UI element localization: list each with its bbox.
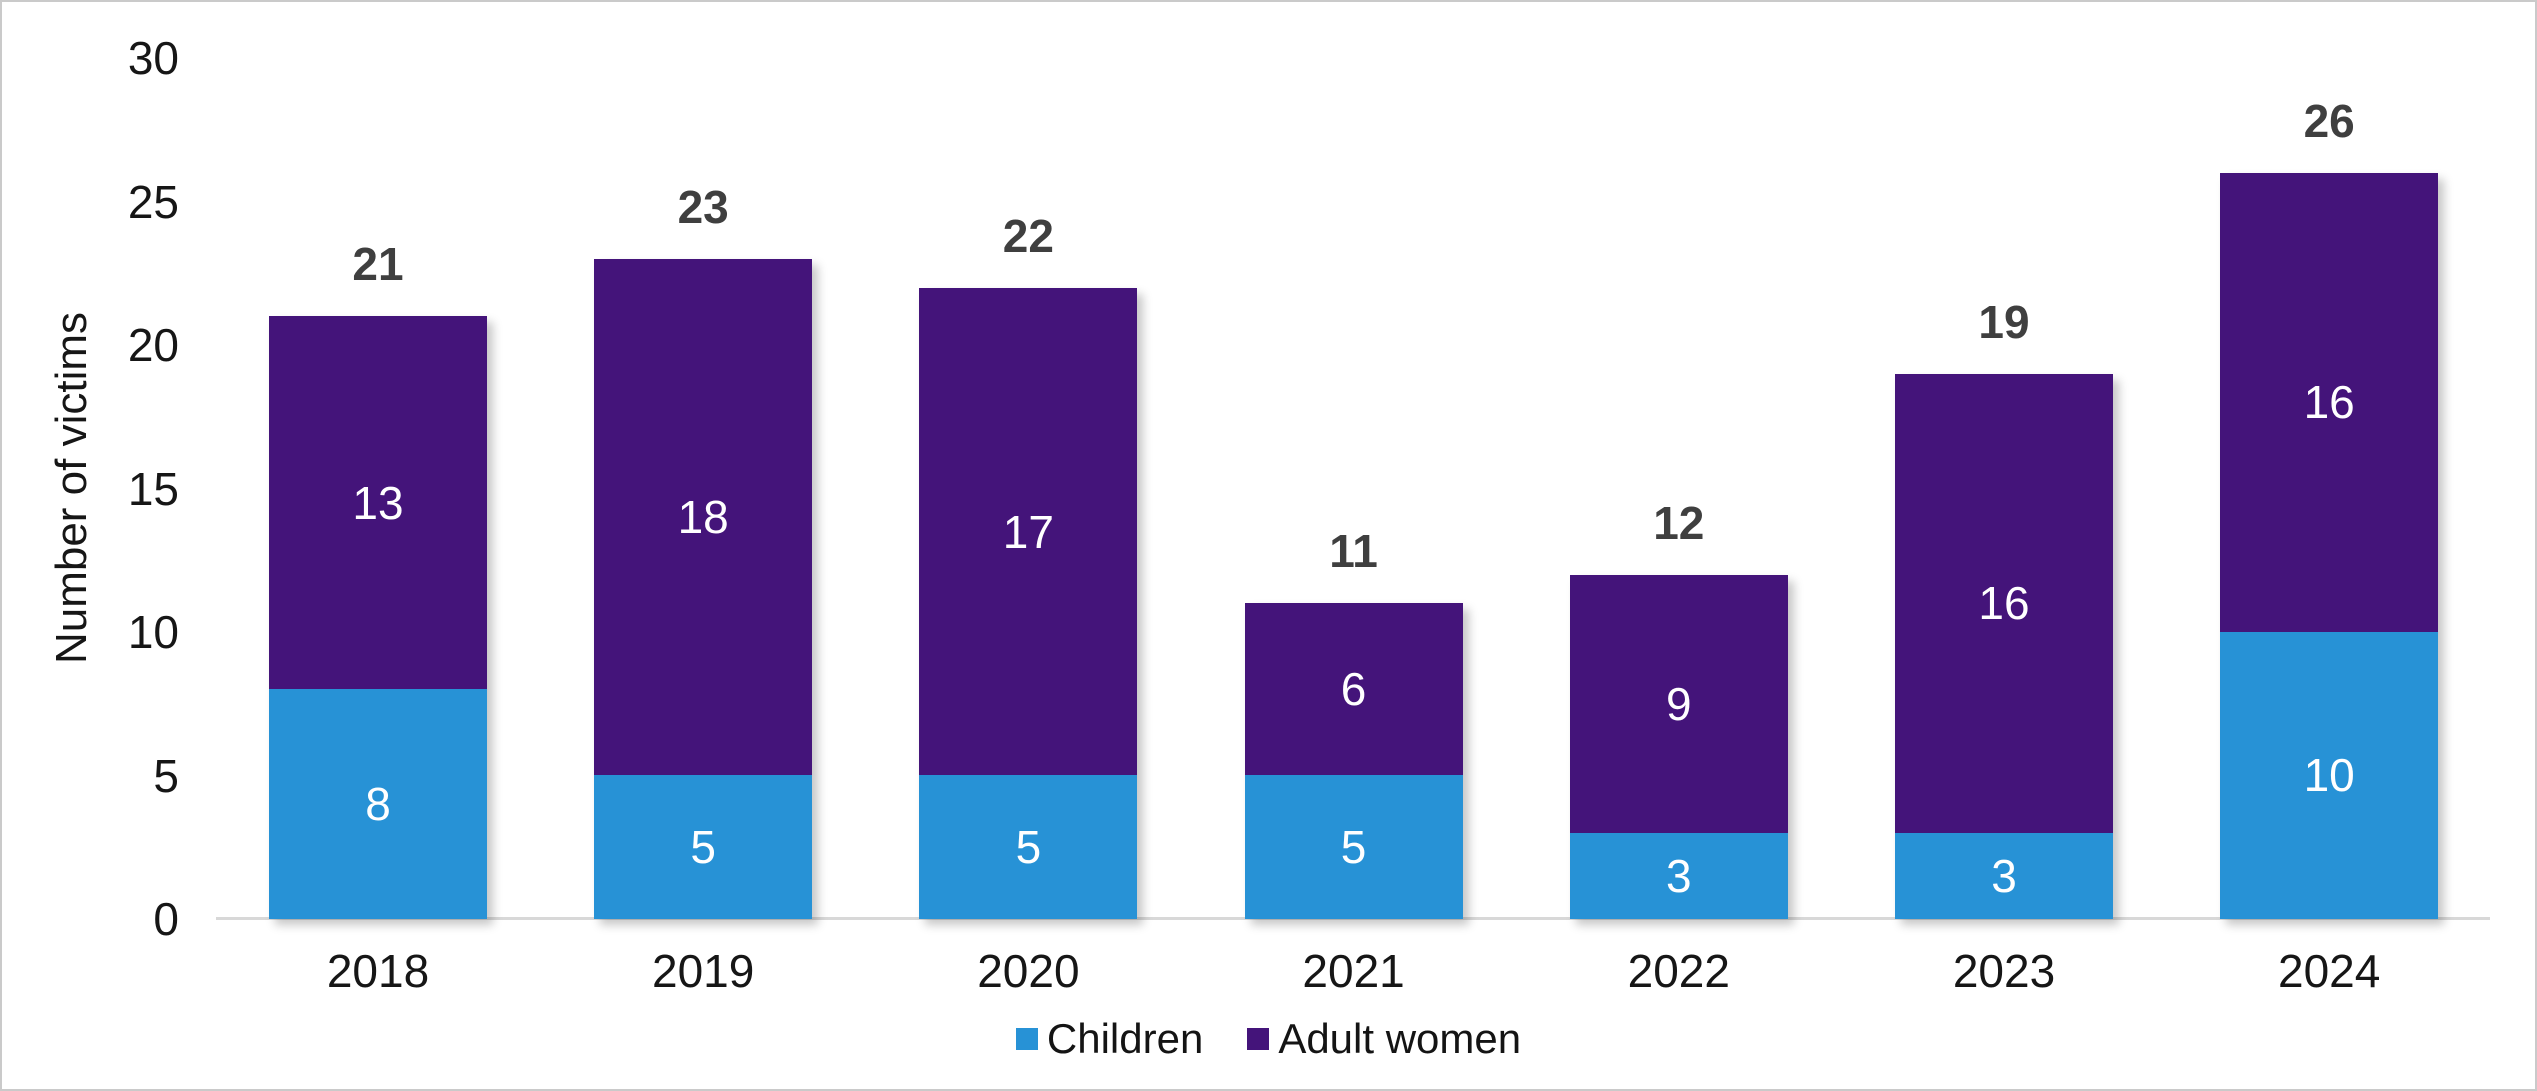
bar-2024: 16 10	[2220, 172, 2439, 919]
x-axis-label: 2021	[1302, 945, 1405, 997]
adult-women-segment: 16	[1895, 373, 2113, 833]
y-tick-label: 10	[127, 606, 179, 658]
total-label: 12	[1653, 496, 1705, 549]
segment-value-label: 5	[1015, 821, 1042, 874]
segment-value-label: 3	[1991, 849, 2017, 902]
segment-value-label: 18	[677, 491, 729, 544]
total-label: 26	[2303, 94, 2355, 147]
adult-women-segment: 13	[269, 316, 487, 690]
children-segment: 5	[1244, 775, 1463, 919]
y-tick-label: 30	[127, 32, 179, 84]
legend-label-children: Children	[1046, 1015, 1204, 1062]
x-axis-label: 2023	[1952, 945, 2056, 997]
segment-value-label: 3	[1666, 849, 1692, 902]
x-axis-label: 2019	[652, 945, 755, 997]
adult-women-swatch-icon	[1247, 1028, 1270, 1050]
y-tick-label: 0	[153, 893, 179, 945]
total-label: 22	[1002, 209, 1054, 262]
segment-value-label: 5	[690, 821, 716, 874]
adult-women-segment: 17	[919, 287, 1138, 776]
total-label: 11	[1329, 525, 1378, 578]
segment-value-label: 9	[1666, 677, 1692, 730]
adult-women-segment: 6	[1244, 603, 1463, 776]
segment-value-label: 17	[1002, 505, 1054, 558]
legend: Children Adult women	[2, 1010, 2535, 1068]
total-label: 21	[352, 238, 404, 291]
legend-item-children: Children	[1015, 1010, 1204, 1068]
segment-value-label: 16	[2303, 376, 2355, 429]
children-segment: 5	[594, 775, 813, 919]
bar-2019: 18 5	[594, 258, 813, 919]
total-label: 23	[677, 180, 729, 233]
children-segment: 8	[269, 689, 487, 919]
adult-women-segment: 9	[1569, 574, 1788, 833]
children-segment: 3	[1569, 832, 1788, 919]
segment-value-label: 13	[352, 476, 404, 529]
children-segment: 3	[1895, 832, 2113, 919]
segment-value-label: 6	[1340, 663, 1367, 716]
x-axis-label: 2018	[326, 945, 430, 997]
legend-item-adult-women: Adult women	[1247, 1010, 1521, 1068]
adult-women-segment: 18	[594, 258, 813, 776]
y-tick-label: 20	[127, 319, 179, 371]
children-swatch-icon	[1015, 1028, 1038, 1050]
bar-2020: 17 5	[919, 287, 1138, 919]
segment-value-label: 10	[2303, 749, 2355, 802]
y-tick-label: 5	[153, 749, 179, 802]
children-segment: 10	[2220, 631, 2439, 919]
legend-label-adult-women: Adult women	[1278, 1015, 1522, 1062]
total-label: 19	[1978, 295, 2030, 348]
adult-women-segment: 16	[2220, 172, 2439, 632]
y-tick-label: 15	[127, 462, 179, 515]
x-axis-label: 2024	[2278, 945, 2381, 997]
bar-2023: 16 3	[1895, 373, 2113, 919]
segment-value-label: 5	[1340, 821, 1367, 874]
segment-value-label: 8	[365, 778, 391, 831]
x-axis-label: 2020	[977, 945, 1080, 997]
x-axis-label: 2022	[1627, 945, 1730, 997]
segment-value-label: 16	[1978, 577, 2030, 630]
y-tick-label: 25	[127, 175, 179, 228]
children-segment: 5	[919, 775, 1138, 919]
bar-2018: 13 8	[269, 316, 487, 919]
